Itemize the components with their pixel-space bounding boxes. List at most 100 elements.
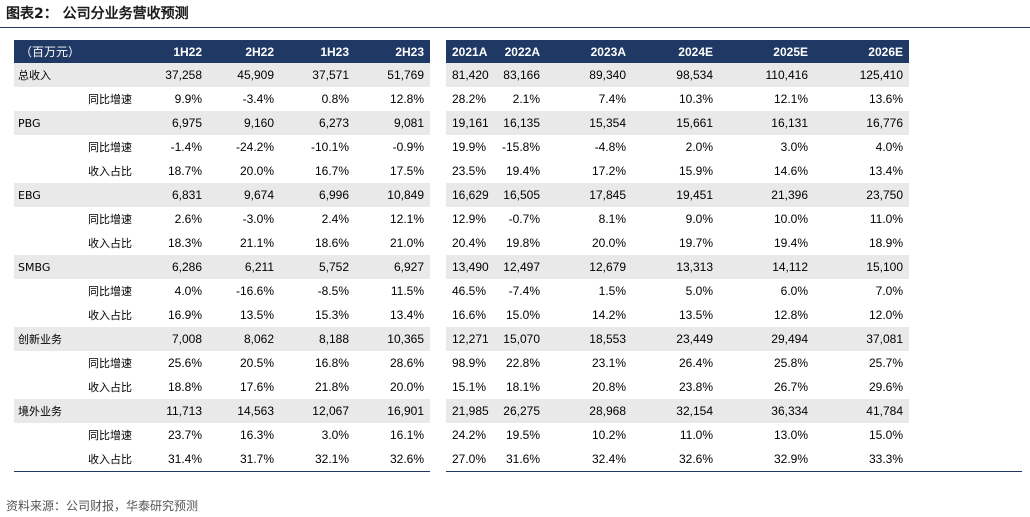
- metric-row: 20.4% 19.8% 20.0% 19.7% 19.4% 18.9%: [446, 231, 1022, 255]
- cell: -0.9%: [392, 140, 424, 154]
- header-cell: 2026E: [814, 40, 909, 63]
- cell: 18,553: [546, 327, 632, 351]
- cell: 22.8%: [505, 356, 540, 370]
- cell: 32.9%: [773, 452, 808, 466]
- cell: 16.3%: [239, 428, 274, 442]
- cell: -8.5%: [317, 284, 349, 298]
- metric-row: 同比增速 2.6% -3.0% 2.4% 12.1%: [14, 207, 430, 231]
- metric-row: 28.2% 2.1% 7.4% 10.3% 12.1% 13.6%: [446, 87, 1022, 111]
- cell: 13,313: [632, 255, 719, 279]
- metric-row: 24.2% 19.5% 10.2% 11.0% 13.0% 15.0%: [446, 423, 1022, 447]
- segment-row: EBG 6,831 9,674 6,996 10,849: [14, 183, 430, 207]
- cell: 31.7%: [239, 452, 274, 466]
- cell: 19.8%: [505, 236, 540, 250]
- cell: 13.4%: [389, 308, 424, 322]
- cell: 21.0%: [389, 236, 424, 250]
- cell: -1.4%: [170, 140, 202, 154]
- cell: 15,100: [814, 255, 909, 279]
- row-label: 收入占比: [88, 453, 132, 466]
- row-label: 收入占比: [88, 237, 132, 250]
- cell: 16,776: [814, 111, 909, 135]
- cell: 14.2%: [591, 308, 626, 322]
- row-label: 收入占比: [88, 381, 132, 394]
- header-row: （百万元） 1H22 2H22 1H23 2H23: [14, 40, 430, 63]
- header-row: 2021A2022A2023A2024E2025E2026E: [446, 40, 1022, 63]
- cell: 98,534: [632, 63, 719, 87]
- cell: 13.5%: [239, 308, 274, 322]
- cell: 23.1%: [591, 356, 626, 370]
- header-cell: 2025E: [719, 40, 814, 63]
- cell: 18.3%: [167, 236, 202, 250]
- header-cell: 2023A: [546, 40, 632, 63]
- cell: -7.4%: [508, 284, 540, 298]
- metric-row: 同比增速 -1.4% -24.2% -10.1% -0.9%: [14, 135, 430, 159]
- cell: 32.4%: [591, 452, 626, 466]
- cell: 12,497: [446, 255, 546, 279]
- cell: 18.6%: [314, 236, 349, 250]
- metric-row: 15.1% 18.1% 20.8% 23.8% 26.7% 29.6%: [446, 375, 1022, 399]
- cell: 18.1%: [505, 380, 540, 394]
- cell: 12.8%: [773, 308, 808, 322]
- cell: 15,354: [546, 111, 632, 135]
- row-label: 同比增速: [88, 429, 132, 442]
- cell: 16,135: [446, 111, 546, 135]
- metric-row: 收入占比 18.7% 20.0% 16.7% 17.5%: [14, 159, 430, 183]
- cell: 6,996: [280, 183, 355, 207]
- title: 图表2： 公司分业务营收预测: [6, 6, 189, 22]
- cell: -15.8%: [501, 140, 540, 154]
- cell: 29.6%: [868, 380, 903, 394]
- cell: 4.0%: [174, 284, 202, 298]
- cell: 83,166: [446, 63, 546, 87]
- cell: -10.1%: [310, 140, 349, 154]
- cell: 37,258: [136, 63, 208, 87]
- cell: -3.4%: [242, 92, 274, 106]
- cell: -16.6%: [235, 284, 274, 298]
- cell: 16,131: [719, 111, 814, 135]
- metric-row: 收入占比 18.3% 21.1% 18.6% 21.0%: [14, 231, 430, 255]
- metric-row: 16.6% 15.0% 14.2% 13.5% 12.8% 12.0%: [446, 303, 1022, 327]
- cell: 10.2%: [591, 428, 626, 442]
- row-label: EBG: [14, 183, 136, 207]
- header-cell: （百万元）: [14, 40, 136, 63]
- cell: 10,849: [355, 183, 430, 207]
- cell: 15,661: [632, 111, 719, 135]
- row-label: 同比增速: [88, 285, 132, 298]
- cell: 6,927: [355, 255, 430, 279]
- cell: 2.1%: [512, 92, 540, 106]
- metric-row: 同比增速 25.6% 20.5% 16.8% 28.6%: [14, 351, 430, 375]
- cell: 45,909: [208, 63, 280, 87]
- cell: 51,769: [355, 63, 430, 87]
- metric-row: 46.5% -7.4% 1.5% 5.0% 6.0% 7.0%: [446, 279, 1022, 303]
- metric-row: 27.0% 31.6% 32.4% 32.6% 32.9% 33.3%: [446, 447, 1022, 472]
- cell: 6,831: [136, 183, 208, 207]
- cell: 16.1%: [389, 428, 424, 442]
- cell: 33.3%: [868, 452, 903, 466]
- cell: 3.0%: [321, 428, 349, 442]
- cell: 21,396: [719, 183, 814, 207]
- metric-row: 23.5% 19.4% 17.2% 15.9% 14.6% 13.4%: [446, 159, 1022, 183]
- cell: 9.0%: [685, 212, 713, 226]
- cell: 2.0%: [685, 140, 713, 154]
- cell: 2.6%: [174, 212, 202, 226]
- cell: 20.8%: [591, 380, 626, 394]
- segment-row: 创新业务 7,008 8,062 8,188 10,365: [14, 327, 430, 351]
- metric-row: 98.9% 22.8% 23.1% 26.4% 25.8% 25.7%: [446, 351, 1022, 375]
- cell: 37,081: [814, 327, 909, 351]
- cell: 10,365: [355, 327, 430, 351]
- cell: 10.3%: [678, 92, 713, 106]
- metric-row: 19.9% -15.8% -4.8% 2.0% 3.0% 4.0%: [446, 135, 1022, 159]
- cell: 15.0%: [868, 428, 903, 442]
- cell: -4.8%: [594, 140, 626, 154]
- header-cell: 1H23: [280, 40, 355, 63]
- cell: 16.9%: [167, 308, 202, 322]
- annual-table: 2021A2022A2023A2024E2025E2026E81,42083,1…: [446, 40, 1022, 472]
- cell: 9,081: [355, 111, 430, 135]
- half-year-table: （百万元） 1H22 2H22 1H23 2H23 总收入 37,258 45,909 37,5…: [14, 40, 430, 472]
- cell: 21.1%: [239, 236, 274, 250]
- row-label: 同比增速: [88, 213, 132, 226]
